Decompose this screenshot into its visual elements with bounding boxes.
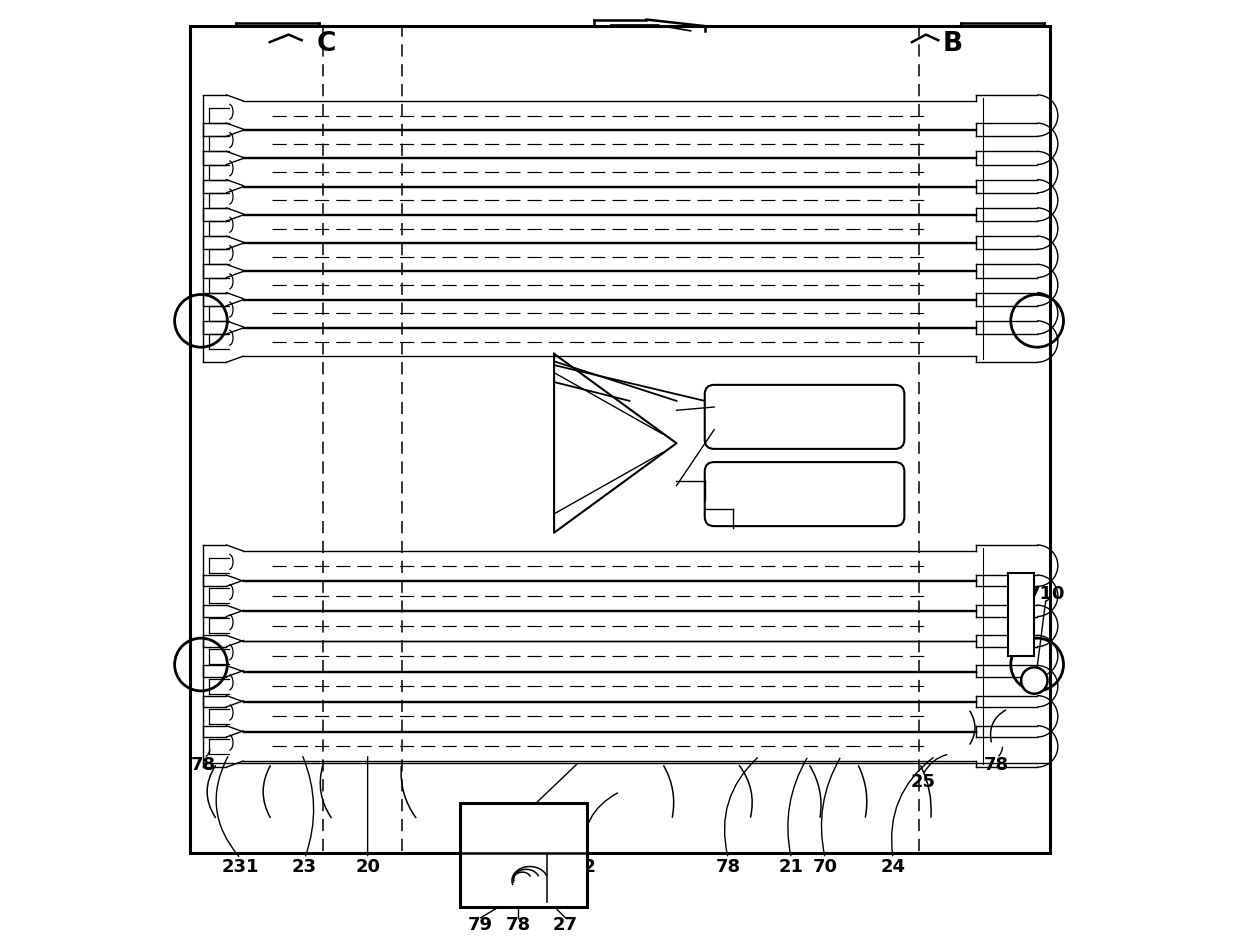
Text: 710: 710 xyxy=(1028,585,1065,603)
Text: 22: 22 xyxy=(572,858,596,876)
Text: 20: 20 xyxy=(355,858,381,876)
Text: 27: 27 xyxy=(553,917,578,935)
Text: C: C xyxy=(316,31,336,57)
Text: 70: 70 xyxy=(812,858,838,876)
Bar xyxy=(190,26,1050,852)
Text: 78: 78 xyxy=(985,756,1009,774)
Bar xyxy=(1008,573,1034,656)
Text: 231: 231 xyxy=(222,858,259,876)
Text: 78: 78 xyxy=(506,917,531,935)
Text: 23: 23 xyxy=(293,858,317,876)
Text: 79: 79 xyxy=(469,917,494,935)
Text: 78: 78 xyxy=(191,756,216,774)
Text: 25: 25 xyxy=(910,773,936,791)
Bar xyxy=(460,802,587,906)
Text: 24: 24 xyxy=(880,858,905,876)
Text: 21: 21 xyxy=(779,858,804,876)
Text: B: B xyxy=(942,31,963,57)
Circle shape xyxy=(1021,668,1048,694)
Text: 78: 78 xyxy=(715,858,740,876)
